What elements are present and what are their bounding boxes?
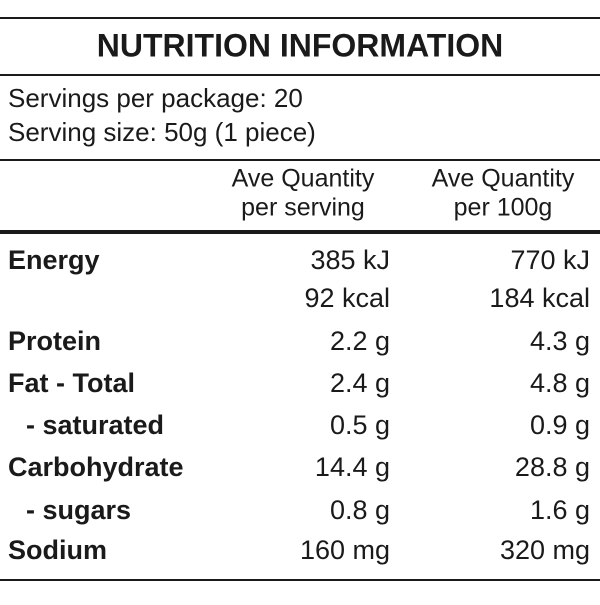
cell-value: 0.5 g: [330, 410, 390, 440]
cell-value: 770 kJ: [510, 245, 590, 275]
column-header: Ave Quantity: [232, 165, 375, 193]
column-header: per serving: [241, 194, 365, 222]
cell-value: 0.9 g: [530, 410, 590, 440]
cell-value: 92 kcal: [304, 283, 390, 313]
cell-value: 2.4 g: [330, 368, 390, 398]
cell-value: 4.3 g: [530, 326, 590, 356]
cell-value: 160 mg: [300, 535, 390, 565]
cell-value: 1.6 g: [530, 495, 590, 525]
cell-value: 184 kcal: [489, 283, 590, 313]
cell-value: 28.8 g: [515, 452, 590, 482]
cell-value: 0.8 g: [330, 495, 390, 525]
cell-value: 320 mg: [500, 535, 590, 565]
servings-line: Servings per package: 20: [8, 83, 303, 113]
servings-line: Serving size: 50g (1 piece): [8, 117, 316, 147]
cell-value: 2.2 g: [330, 326, 390, 356]
title: NUTRITION INFORMATION: [97, 27, 503, 63]
column-header: Ave Quantity: [432, 165, 575, 193]
row-label: - saturated: [26, 410, 164, 440]
row-label: Sodium: [8, 535, 107, 565]
row-label: - sugars: [26, 495, 131, 525]
row-label: Carbohydrate: [8, 452, 184, 482]
row-label: Fat - Total: [8, 368, 135, 398]
cell-value: 14.4 g: [315, 452, 390, 482]
cell-value: 385 kJ: [310, 245, 390, 275]
column-header: per 100g: [454, 194, 553, 222]
row-label: Protein: [8, 326, 101, 356]
cell-value: 4.8 g: [530, 368, 590, 398]
row-label: Energy: [8, 245, 100, 275]
